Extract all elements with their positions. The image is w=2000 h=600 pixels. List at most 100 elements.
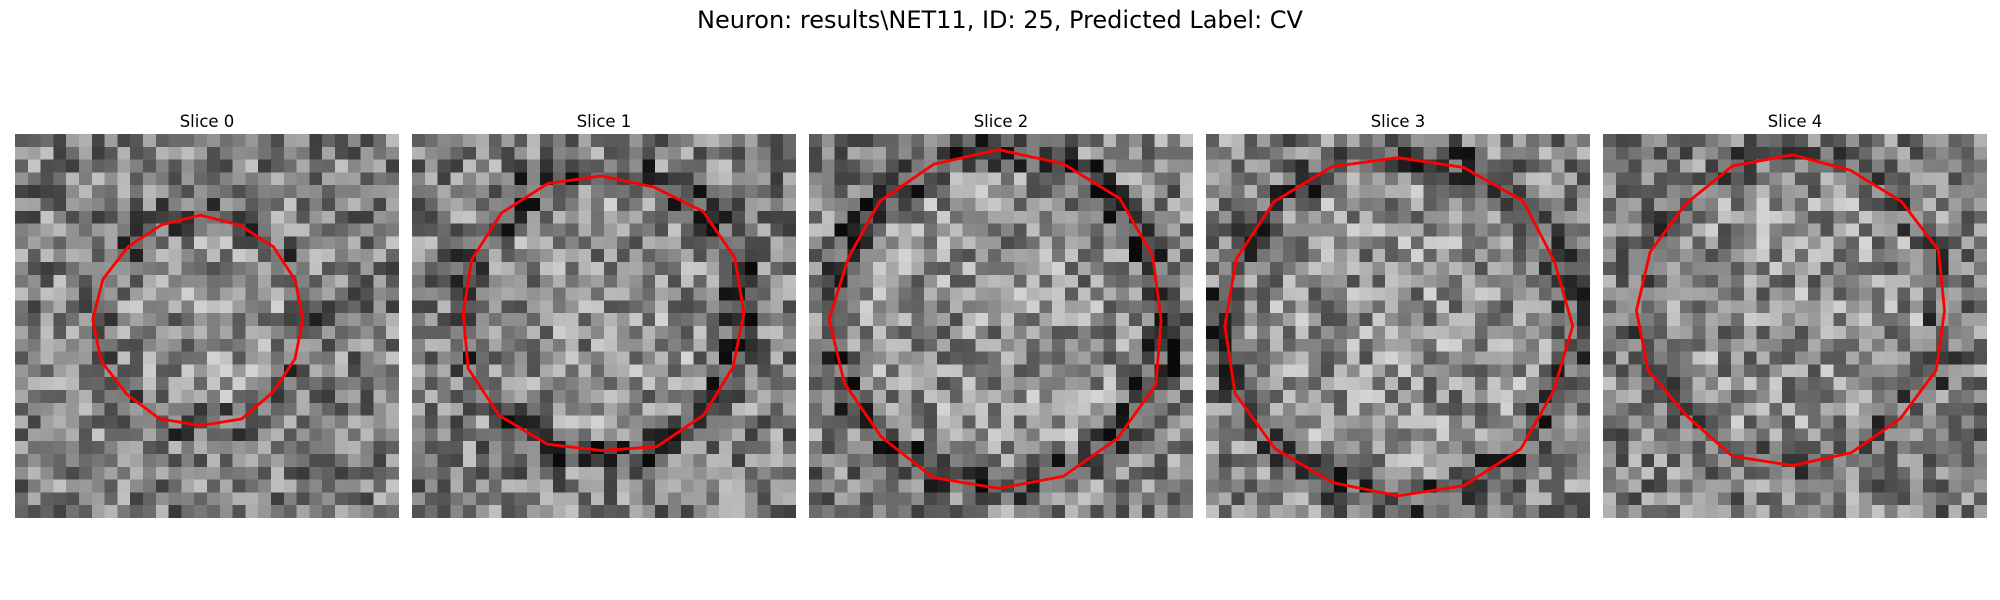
slice-title: Slice 3	[1370, 112, 1426, 131]
pixel	[1257, 249, 1271, 263]
pixel	[821, 210, 835, 224]
pixel	[949, 492, 963, 506]
pixel	[143, 134, 157, 148]
pixel	[719, 338, 733, 352]
pixel	[693, 262, 707, 276]
pixel	[821, 466, 835, 480]
pixel	[15, 198, 29, 212]
pixel	[591, 262, 605, 276]
pixel	[1449, 274, 1463, 288]
pixel	[296, 428, 310, 442]
pixel	[347, 134, 361, 148]
pixel	[719, 390, 733, 404]
pixel	[770, 274, 784, 288]
pixel	[1718, 300, 1732, 314]
pixel	[1039, 249, 1053, 263]
pixel	[1065, 198, 1079, 212]
pixel	[1001, 364, 1015, 378]
pixel	[1039, 326, 1053, 340]
pixel	[104, 313, 118, 327]
pixel	[1052, 492, 1066, 506]
pixel	[1628, 338, 1642, 352]
pixel	[1513, 262, 1527, 276]
pixel	[719, 159, 733, 173]
pixel	[629, 210, 643, 224]
pixel	[1436, 262, 1450, 276]
pixel	[1846, 198, 1860, 212]
pixel	[1692, 505, 1706, 518]
pixel	[437, 351, 451, 365]
pixel	[15, 274, 29, 288]
pixel	[1449, 351, 1463, 365]
pixel	[668, 262, 682, 276]
pixel	[1116, 236, 1130, 250]
pixel	[1052, 287, 1066, 301]
pixel	[744, 223, 758, 237]
pixel	[1769, 428, 1783, 442]
pixel	[1039, 198, 1053, 212]
pixel	[1449, 262, 1463, 276]
pixel	[1513, 313, 1527, 327]
pixel	[757, 415, 771, 429]
pixel	[283, 159, 297, 173]
pixel	[1436, 454, 1450, 468]
pixel	[1731, 198, 1745, 212]
pixel	[680, 300, 694, 314]
pixel	[642, 262, 656, 276]
pixel	[1615, 274, 1629, 288]
pixel	[1743, 466, 1757, 480]
pixel	[1641, 313, 1655, 327]
pixel	[1270, 287, 1284, 301]
pixel	[1756, 351, 1770, 365]
pixel	[1692, 338, 1706, 352]
pixel	[1001, 223, 1015, 237]
pixel	[322, 466, 336, 480]
pixel	[1974, 466, 1987, 480]
pixel	[424, 313, 438, 327]
pixel	[245, 274, 259, 288]
pixel	[1641, 466, 1655, 480]
pixel	[680, 377, 694, 391]
pixel	[719, 287, 733, 301]
pixel	[1001, 428, 1015, 442]
pixel	[1001, 313, 1015, 327]
pixel	[322, 390, 336, 404]
pixel	[1026, 364, 1040, 378]
pixel	[1270, 236, 1284, 250]
pixel	[1295, 313, 1309, 327]
pixel	[1474, 313, 1488, 327]
pixel	[1603, 351, 1617, 365]
pixel	[117, 351, 131, 365]
pixel	[860, 351, 874, 365]
pixel	[1705, 492, 1719, 506]
pixel	[1641, 377, 1655, 391]
pixel	[924, 338, 938, 352]
pixel	[412, 338, 426, 352]
pixel	[450, 402, 464, 416]
pixel	[1628, 134, 1642, 148]
pixel	[1743, 415, 1757, 429]
pixel	[168, 146, 182, 160]
pixel	[873, 454, 887, 468]
pixel	[296, 402, 310, 416]
pixel	[1090, 338, 1104, 352]
pixel	[91, 223, 105, 237]
pixel	[988, 223, 1002, 237]
pixel	[514, 146, 528, 160]
pixel	[1065, 377, 1079, 391]
pixel	[1474, 377, 1488, 391]
pixel	[1001, 159, 1015, 173]
pixel	[1500, 492, 1514, 506]
pixel	[1449, 441, 1463, 455]
pixel	[1795, 364, 1809, 378]
pixel	[885, 492, 899, 506]
pixel	[1141, 326, 1155, 340]
pixel	[1782, 134, 1796, 148]
pixel	[1487, 262, 1501, 276]
pixel	[1474, 338, 1488, 352]
pixel	[104, 287, 118, 301]
pixel	[860, 454, 874, 468]
pixel	[1244, 390, 1258, 404]
pixel	[1282, 364, 1296, 378]
pixel	[1577, 223, 1590, 237]
